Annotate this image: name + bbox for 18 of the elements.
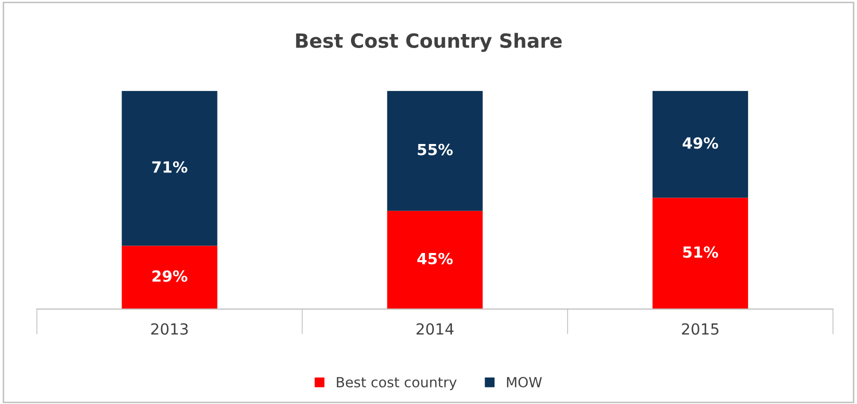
- bar: [387, 210, 483, 310]
- bar: [652, 198, 748, 310]
- chart-title: Best Cost Country Share: [296, 32, 562, 52]
- data-label: 71%: [152, 161, 188, 173]
- bar: [122, 90, 218, 246]
- data-label: 29%: [152, 270, 188, 282]
- x-tick-label: 2013: [151, 323, 188, 335]
- data-label: 45%: [417, 252, 453, 264]
- legend-label: MOW: [507, 376, 542, 388]
- bar: [387, 90, 483, 211]
- bar: [652, 90, 748, 198]
- data-label: 49%: [682, 137, 718, 149]
- legend-label: Best cost country: [336, 377, 457, 390]
- x-tick-label: 2015: [682, 323, 718, 335]
- x-tick-label: 2014: [416, 323, 454, 335]
- data-label: 55%: [418, 144, 453, 156]
- data-label: 51%: [683, 246, 718, 258]
- bar: [122, 246, 218, 310]
